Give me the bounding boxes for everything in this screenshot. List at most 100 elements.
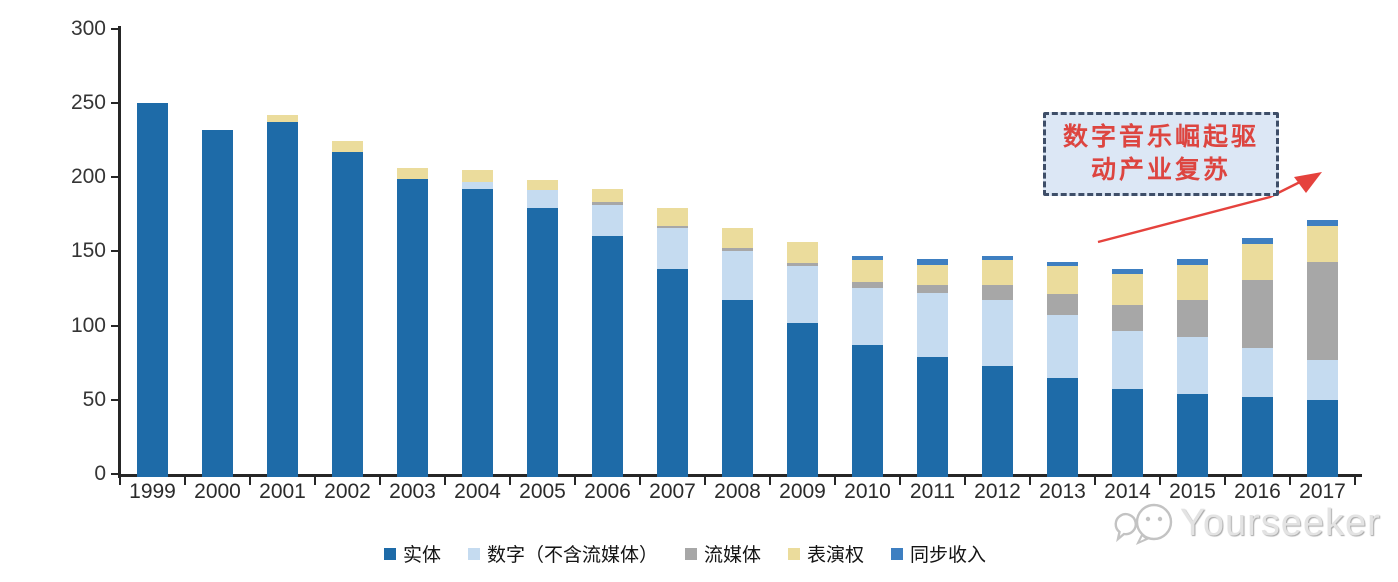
bar-segment — [852, 260, 883, 283]
bar-segment — [1177, 300, 1208, 338]
bar-segment — [1177, 264, 1208, 301]
stacked-bar-2004 — [462, 169, 493, 477]
bar-segment — [332, 151, 363, 477]
stacked-bar-2010 — [852, 255, 883, 477]
bar-segment — [787, 322, 818, 477]
legend-swatch-icon — [467, 547, 480, 560]
x-axis-tick — [639, 477, 641, 485]
bar-segment — [592, 205, 623, 237]
stacked-bar-2012 — [982, 255, 1013, 477]
y-axis-tick — [111, 101, 120, 104]
annotation-box: 数字音乐崛起驱 动产业复苏 — [1043, 112, 1279, 196]
y-axis-label: 0 — [94, 462, 106, 485]
x-axis-label: 2010 — [844, 480, 891, 503]
bar-segment — [982, 365, 1013, 477]
x-axis-label: 2000 — [194, 480, 241, 503]
bar-segment — [267, 122, 298, 477]
stacked-bar-2006 — [592, 188, 623, 477]
bar-segment — [1112, 273, 1143, 305]
x-axis-label: 2013 — [1039, 480, 1086, 503]
y-axis-tick — [111, 324, 120, 327]
bar-segment — [1112, 304, 1143, 332]
stacked-bar-2014 — [1112, 269, 1143, 477]
x-axis-tick — [769, 477, 771, 485]
bar-segment — [917, 356, 948, 477]
bar-segment — [1177, 393, 1208, 477]
y-axis-label: 200 — [70, 165, 106, 188]
legend-label: 实体 — [402, 545, 441, 566]
bar-segment — [787, 266, 818, 323]
bar-segment — [657, 227, 688, 270]
bar-segment — [1047, 294, 1078, 316]
legend-item: 实体 — [383, 540, 441, 567]
y-axis-tick — [111, 473, 120, 475]
stacked-bar-2002 — [332, 141, 363, 477]
x-axis-label: 2007 — [649, 480, 696, 503]
x-axis-label: 2016 — [1234, 480, 1281, 503]
bar-segment — [982, 285, 1013, 301]
bar-segment — [787, 242, 818, 264]
watermark: Yourseeker — [1114, 498, 1381, 548]
x-axis-label: 2003 — [389, 480, 436, 503]
x-axis-tick — [119, 477, 121, 485]
bar-segment — [982, 260, 1013, 286]
bar-segment — [722, 248, 753, 252]
x-axis-label: 2001 — [259, 480, 306, 503]
bar-segment — [332, 141, 363, 152]
x-axis-tick — [509, 477, 511, 485]
x-axis-tick — [574, 477, 576, 485]
legend-item: 同步收入 — [891, 540, 986, 567]
bar-segment — [917, 285, 948, 293]
bar-segment — [202, 129, 233, 477]
bar-segment — [722, 300, 753, 477]
watermark-text: Yourseeker — [1180, 501, 1381, 544]
y-axis-label: 250 — [70, 90, 106, 114]
bar-segment — [852, 344, 883, 477]
stacked-bar-2007 — [657, 208, 688, 477]
chart-legend: 实体 数字（不含流媒体） 流媒体 表演权 同步收入 — [0, 540, 1370, 567]
legend-label: 数字（不含流媒体） — [486, 545, 658, 566]
bar-segment — [1047, 377, 1078, 477]
x-axis-label: 2006 — [584, 480, 631, 503]
y-axis-tick — [111, 176, 120, 178]
x-axis-tick — [964, 477, 966, 485]
bar-segment — [527, 180, 558, 191]
legend-label: 同步收入 — [910, 545, 987, 566]
bar-segment — [1242, 347, 1273, 397]
bar-segment — [592, 236, 623, 477]
stacked-bar-2013 — [1047, 261, 1078, 477]
x-axis-tick — [444, 477, 446, 485]
bar-segment — [462, 181, 493, 189]
bar-segment — [592, 188, 623, 203]
bar-segment — [527, 190, 558, 209]
x-axis-label: 1999 — [129, 480, 176, 503]
bar-segment — [1112, 331, 1143, 390]
bar-segment — [137, 102, 168, 477]
x-axis-label: 2011 — [909, 480, 956, 503]
bar-segment — [852, 282, 883, 289]
y-axis-label: 150 — [70, 239, 106, 263]
stacked-bar-2003 — [397, 168, 428, 477]
bar-segment — [982, 300, 1013, 366]
bar-segment — [917, 264, 948, 286]
bar-segment — [267, 114, 298, 123]
x-axis-label: 2015 — [1169, 480, 1216, 503]
bar-segment — [1242, 243, 1273, 280]
legend-label: 流媒体 — [703, 545, 761, 566]
x-axis-tick — [704, 477, 706, 485]
bar-segment — [1242, 279, 1273, 348]
x-axis-tick — [249, 477, 251, 485]
bar-segment — [397, 168, 428, 179]
bar-segment — [1047, 266, 1078, 295]
bar-segment — [657, 226, 688, 228]
bar-segment — [1177, 337, 1208, 394]
y-axis-tick — [111, 27, 120, 30]
x-axis-label: 2017 — [1299, 480, 1346, 503]
stacked-bar-2000 — [202, 129, 233, 477]
stacked-bar-2016 — [1242, 237, 1273, 477]
bar-segment — [592, 202, 623, 206]
bar-segment — [397, 178, 428, 477]
bar-segment — [462, 169, 493, 182]
legend-label: 表演权 — [807, 545, 865, 566]
